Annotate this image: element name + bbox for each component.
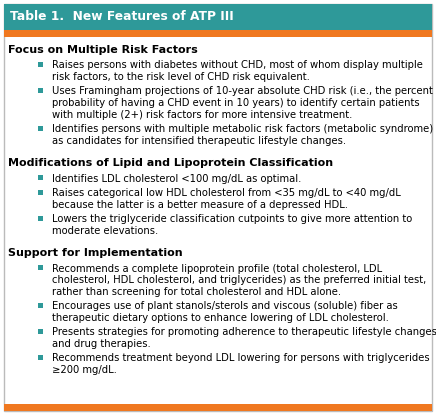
- Text: risk factors, to the risk level of CHD risk equivalent.: risk factors, to the risk level of CHD r…: [52, 72, 310, 82]
- Text: Encourages use of plant stanols/sterols and viscous (soluble) fiber as: Encourages use of plant stanols/sterols …: [52, 301, 398, 311]
- FancyBboxPatch shape: [38, 126, 43, 131]
- FancyBboxPatch shape: [38, 216, 43, 221]
- Text: Focus on Multiple Risk Factors: Focus on Multiple Risk Factors: [8, 45, 198, 55]
- FancyBboxPatch shape: [4, 30, 432, 37]
- Text: therapeutic dietary options to enhance lowering of LDL cholesterol.: therapeutic dietary options to enhance l…: [52, 312, 389, 322]
- Text: Table 1.  New Features of ATP III: Table 1. New Features of ATP III: [10, 10, 234, 24]
- Text: Support for Implementation: Support for Implementation: [8, 248, 183, 258]
- Text: Modifications of Lipid and Lipoprotein Classification: Modifications of Lipid and Lipoprotein C…: [8, 158, 333, 168]
- FancyBboxPatch shape: [38, 88, 43, 93]
- Text: Recommends a complete lipoprotein profile (total cholesterol, LDL: Recommends a complete lipoprotein profil…: [52, 264, 382, 273]
- Text: because the latter is a better measure of a depressed HDL.: because the latter is a better measure o…: [52, 200, 348, 210]
- Text: ≥200 mg/dL.: ≥200 mg/dL.: [52, 364, 117, 374]
- FancyBboxPatch shape: [38, 329, 43, 334]
- FancyBboxPatch shape: [38, 175, 43, 180]
- Text: as candidates for intensified therapeutic lifestyle changes.: as candidates for intensified therapeuti…: [52, 136, 346, 146]
- Text: moderate elevations.: moderate elevations.: [52, 225, 158, 235]
- FancyBboxPatch shape: [38, 62, 43, 67]
- FancyBboxPatch shape: [4, 4, 432, 411]
- Text: Raises persons with diabetes without CHD, most of whom display multiple: Raises persons with diabetes without CHD…: [52, 61, 423, 71]
- FancyBboxPatch shape: [4, 4, 432, 30]
- Text: Lowers the triglyceride classification cutpoints to give more attention to: Lowers the triglyceride classification c…: [52, 214, 412, 224]
- Text: Raises categorical low HDL cholesterol from <35 mg/dL to <40 mg/dL: Raises categorical low HDL cholesterol f…: [52, 188, 401, 198]
- Text: Identifies persons with multiple metabolic risk factors (metabolic syndrome): Identifies persons with multiple metabol…: [52, 124, 433, 134]
- Text: probability of having a CHD event in 10 years) to identify certain patients: probability of having a CHD event in 10 …: [52, 98, 419, 108]
- FancyBboxPatch shape: [38, 190, 43, 195]
- FancyBboxPatch shape: [4, 404, 432, 411]
- Text: Uses Framingham projections of 10-year absolute CHD risk (i.e., the percent: Uses Framingham projections of 10-year a…: [52, 86, 433, 97]
- Text: Recommends treatment beyond LDL lowering for persons with triglycerides: Recommends treatment beyond LDL lowering…: [52, 353, 429, 363]
- Text: with multiple (2+) risk factors for more intensive treatment.: with multiple (2+) risk factors for more…: [52, 110, 352, 120]
- FancyBboxPatch shape: [38, 303, 43, 308]
- Text: Identifies LDL cholesterol <100 mg/dL as optimal.: Identifies LDL cholesterol <100 mg/dL as…: [52, 173, 301, 183]
- Text: Presents strategies for promoting adherence to therapeutic lifestyle changes: Presents strategies for promoting adhere…: [52, 327, 436, 337]
- Text: rather than screening for total cholesterol and HDL alone.: rather than screening for total choleste…: [52, 286, 341, 296]
- Text: and drug therapies.: and drug therapies.: [52, 339, 151, 349]
- Text: cholesterol, HDL cholesterol, and triglycerides) as the preferred initial test,: cholesterol, HDL cholesterol, and trigly…: [52, 275, 426, 285]
- FancyBboxPatch shape: [38, 265, 43, 270]
- FancyBboxPatch shape: [38, 355, 43, 360]
